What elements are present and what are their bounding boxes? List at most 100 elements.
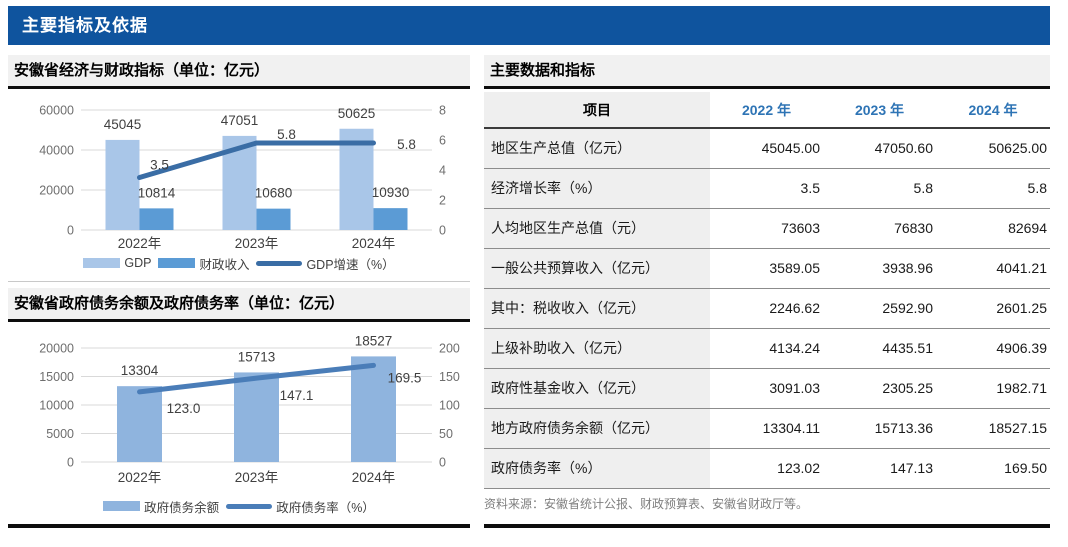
right-axis-tick: 8: [439, 104, 446, 118]
table-row: 地区生产总值（亿元） 45045.00 47050.60 50625.00: [484, 128, 1050, 169]
table-row: 人均地区生产总值（元） 73603 76830 82694: [484, 208, 1050, 249]
row-label: 地方政府债务余额（亿元）: [484, 408, 710, 449]
right-axis-tick: 150: [439, 370, 460, 384]
row-label: 地区生产总值（亿元）: [484, 128, 710, 169]
bar-data-label: 18527: [355, 333, 393, 348]
left-axis-tick: 5000: [46, 427, 74, 441]
legend-bar-swatch: [158, 258, 196, 268]
legend-bar-swatch: [103, 501, 141, 511]
legend-label: 政府债务余额: [144, 500, 220, 515]
category-label: 2024年: [352, 236, 396, 251]
table-row: 其中：税收收入（亿元） 2246.62 2592.90 2601.25: [484, 288, 1050, 329]
legend-label: 政府债务率（%）: [276, 500, 375, 515]
table-cell: 18527.15: [936, 408, 1050, 449]
trend-line: [137, 140, 376, 180]
chart2-legend: 政府债务余额 政府债务率（%）: [8, 497, 470, 516]
data-table-panel: 主要数据和指标 项目 2022 年 2023 年 2024 年 地区生产总值（亿…: [484, 55, 1050, 528]
table-row: 经济增长率（%） 3.5 5.8 5.8: [484, 168, 1050, 209]
table-cell: 2305.25: [823, 368, 936, 409]
right-axis-tick: 0: [439, 224, 446, 238]
bar: [351, 356, 396, 462]
left-axis-tick: 15000: [39, 370, 74, 384]
left-axis-tick: 40000: [39, 144, 74, 158]
page-title: 主要指标及依据: [22, 16, 148, 35]
bar: [234, 372, 279, 462]
right-axis-tick: 4: [439, 164, 446, 178]
row-label: 政府性基金收入（亿元）: [484, 368, 710, 409]
row-label: 政府债务率（%）: [484, 448, 710, 489]
row-label: 上级补助收入（亿元）: [484, 328, 710, 369]
table-cell: 5.8: [936, 168, 1050, 209]
right-axis-tick: 50: [439, 427, 453, 441]
legend-label: GDP增速（%）: [306, 257, 395, 272]
indicators-table: 项目 2022 年 2023 年 2024 年 地区生产总值（亿元） 45045.…: [484, 92, 1050, 489]
table-cell: 50625.00: [936, 128, 1050, 169]
bar-data-label: 10680: [255, 186, 293, 201]
section-divider: [8, 281, 470, 282]
bar: [256, 208, 291, 230]
table-title-text: 主要数据和指标: [490, 62, 596, 79]
bar-data-label: 15713: [238, 349, 276, 364]
legend-item: GDP增速（%）: [256, 254, 395, 273]
table-cell: 45045.00: [710, 128, 823, 169]
row-label: 一般公共预算收入（亿元）: [484, 248, 710, 289]
left-axis-tick: 20000: [39, 184, 74, 198]
bar-data-label: 13304: [121, 363, 159, 378]
category-label: 2024年: [352, 470, 396, 485]
bar: [339, 128, 374, 230]
left-axis-tick: 0: [67, 456, 74, 470]
table-cell: 2601.25: [936, 288, 1050, 329]
legend-item: GDP: [83, 256, 151, 270]
bar-data-label: 10814: [138, 185, 176, 200]
bar-data-label: 47051: [221, 113, 259, 128]
legend-line-swatch: [226, 503, 273, 509]
chart1-section-title: 安徽省经济与财政指标（单位：亿元）: [8, 55, 470, 89]
right-axis-tick: 0: [439, 456, 446, 470]
line-data-label: 5.8: [397, 137, 416, 152]
table-row: 政府债务率（%） 123.02 147.13 169.50: [484, 448, 1050, 489]
table-cell: 123.02: [710, 448, 823, 489]
left-axis-tick: 20000: [39, 342, 74, 356]
line-data-label: 3.5: [150, 158, 169, 173]
column-header-2024: 2024 年: [936, 92, 1050, 129]
legend-item: 政府债务余额: [103, 497, 219, 516]
legend-item: 财政收入: [158, 254, 249, 273]
table-cell: 2592.90: [823, 288, 936, 329]
charts-panel: 安徽省经济与财政指标（单位：亿元） 0 20000 40000 60000 0 2 4 6 8 4…: [8, 55, 470, 528]
page-title-banner: 主要指标及依据: [8, 6, 1050, 45]
right-axis-tick: 6: [439, 134, 446, 148]
right-axis-tick: 200: [439, 342, 460, 356]
bar: [117, 386, 162, 462]
debt-combo-chart: 0 5000 10000 15000 20000 0 50 100 150 200 13304 157…: [39, 333, 460, 485]
row-label: 经济增长率（%）: [484, 168, 710, 209]
table-cell: 3589.05: [710, 248, 823, 289]
table-cell: 4134.24: [710, 328, 823, 369]
chart2-section-title: 安徽省政府债务余额及政府债务率（单位：亿元）: [8, 288, 470, 322]
legend-line-swatch: [256, 260, 303, 266]
column-header-2023: 2023 年: [823, 92, 936, 129]
table-header-row: 项目 2022 年 2023 年 2024 年: [484, 92, 1050, 129]
line-data-label: 147.1: [280, 388, 314, 403]
right-axis-tick: 2: [439, 194, 446, 208]
bar-data-label: 50625: [338, 106, 376, 121]
chart1-legend: GDP 财政收入 GDP增速（%）: [8, 254, 470, 273]
trend-line: [137, 362, 376, 395]
table-cell: 47050.60: [823, 128, 936, 169]
legend-label: GDP: [124, 256, 152, 270]
left-axis-tick: 10000: [39, 399, 74, 413]
table-cell: 13304.11: [710, 408, 823, 449]
table-cell: 169.50: [936, 448, 1050, 489]
line-data-label: 5.8: [277, 127, 296, 142]
table-cell: 4906.39: [936, 328, 1050, 369]
table-cell: 3938.96: [823, 248, 936, 289]
row-label: 其中：税收收入（亿元）: [484, 288, 710, 329]
bar: [139, 208, 174, 230]
category-label: 2022年: [118, 470, 162, 485]
table-cell: 82694: [936, 208, 1050, 249]
category-label: 2023年: [235, 236, 279, 251]
legend-item: 政府债务率（%）: [226, 497, 375, 516]
gdp-fiscal-combo-chart: 0 20000 40000 60000 0 2 4 6 8 45045 47051 50625 1081…: [39, 104, 446, 252]
table-cell: 3091.03: [710, 368, 823, 409]
table-cell: 147.13: [823, 448, 936, 489]
line-data-label: 123.0: [167, 401, 201, 416]
